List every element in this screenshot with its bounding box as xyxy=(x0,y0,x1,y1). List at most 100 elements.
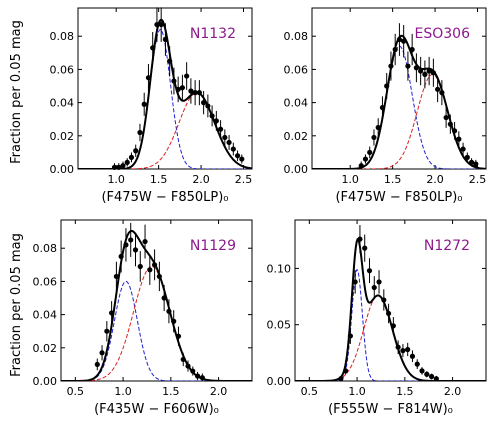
curves-group xyxy=(295,238,486,381)
x-axis-label: (F475W − F850LP)₀ xyxy=(101,190,228,205)
data-point xyxy=(430,70,436,76)
data-point xyxy=(147,267,153,273)
data-point xyxy=(175,333,182,339)
data-point xyxy=(137,263,143,270)
data-point xyxy=(111,164,118,170)
data-point xyxy=(392,46,398,53)
data-point xyxy=(205,103,211,109)
gaussian-red-curve xyxy=(295,294,486,381)
data-point xyxy=(226,139,232,146)
data-point xyxy=(352,279,358,285)
panel-title: N1129 xyxy=(190,238,236,254)
x-tick-label: 2.0 xyxy=(444,385,462,398)
x-tick-label: 1.0 xyxy=(348,385,366,398)
data-point xyxy=(443,114,449,121)
data-point xyxy=(161,295,167,301)
data-point xyxy=(385,310,392,317)
x-tick-label: 2.0 xyxy=(210,385,228,398)
data-point xyxy=(123,242,129,248)
data-point xyxy=(217,126,224,132)
data-point xyxy=(145,75,152,81)
x-tick-label: 1.5 xyxy=(150,173,168,186)
y-tick-label: 0.02 xyxy=(284,130,309,143)
gaussian-red-curve xyxy=(61,266,252,381)
y-tick-label: 0.04 xyxy=(33,309,58,322)
data-point xyxy=(473,161,479,167)
data-point xyxy=(124,159,130,165)
data-point xyxy=(133,148,139,154)
data-point xyxy=(424,371,430,377)
data-point xyxy=(199,375,205,381)
data-point xyxy=(99,350,105,356)
data-point xyxy=(209,113,215,119)
data-point xyxy=(120,163,126,169)
data-point xyxy=(156,273,162,280)
data-point xyxy=(196,90,202,96)
y-tick-label: 0.08 xyxy=(284,30,309,43)
x-axis-label: (F475W − F850LP)₀ xyxy=(335,190,462,205)
sum-fit-curve xyxy=(61,229,252,381)
data-point xyxy=(94,361,100,368)
data-point xyxy=(451,128,458,134)
data-point xyxy=(151,262,158,268)
data-point xyxy=(162,36,169,43)
data-point xyxy=(343,368,349,374)
panel-3: 0.5 1.0 1.5 2.0 0.00 0.02 0.04 0.06 0.08 N1129 (F4… xyxy=(33,219,253,417)
x-tick-label: 2.5 xyxy=(235,173,253,186)
y-tick-label: 0.04 xyxy=(284,97,309,110)
panel-2: 1.0 1.5 2.0 2.5 0.00 0.02 0.04 0.06 0.08 ESO306 (F… xyxy=(284,7,487,205)
data-point xyxy=(128,154,135,160)
data-point xyxy=(116,164,122,170)
data-point xyxy=(222,134,228,141)
data-point xyxy=(414,361,420,367)
y-tick-label: 0.06 xyxy=(284,63,309,76)
curves-group xyxy=(61,229,252,381)
data-point xyxy=(381,297,387,303)
x-axis-label: (F435W − F606W)₀ xyxy=(94,402,219,417)
data-point xyxy=(439,90,445,96)
data-point xyxy=(128,237,134,243)
data-point xyxy=(358,163,364,169)
panels-group: 1.0 1.5 2.0 2.5 0.00 0.02 0.04 0.06 0.08 N1132 (F4… xyxy=(33,7,487,417)
y-tick-label: 0.00 xyxy=(267,375,292,388)
axes-frame xyxy=(77,7,253,170)
panel-title: ESO306 xyxy=(415,26,471,42)
data-point xyxy=(447,121,453,127)
data-point xyxy=(413,65,419,71)
x-tick-label: 2.5 xyxy=(469,173,487,186)
data-point xyxy=(362,245,368,251)
data-point xyxy=(234,153,241,159)
y-tick-label: 0.06 xyxy=(50,63,75,76)
data-point xyxy=(201,100,207,106)
data-point xyxy=(426,68,432,74)
data-point xyxy=(179,85,185,91)
y-tick-label: 0.00 xyxy=(33,375,58,388)
data-point xyxy=(230,146,236,152)
data-points-group xyxy=(111,7,245,170)
data-point xyxy=(175,86,181,92)
data-point xyxy=(366,268,373,274)
data-point xyxy=(357,236,363,242)
data-point xyxy=(456,136,462,142)
x-tick-label: 2.0 xyxy=(192,173,210,186)
data-point xyxy=(180,356,186,363)
data-point xyxy=(400,348,406,354)
data-point xyxy=(464,154,470,160)
x-tick-label: 0.5 xyxy=(67,385,85,398)
data-point xyxy=(167,58,173,64)
x-tick-label: 1.5 xyxy=(384,173,402,186)
data-point xyxy=(194,373,201,379)
data-point xyxy=(388,63,394,69)
data-point xyxy=(371,284,377,291)
data-point xyxy=(362,156,369,162)
data-point xyxy=(419,368,425,374)
panel-4: 0.5 1.0 1.5 2.0 0.00 0.05 0.10 N1272 (F555W − F8… xyxy=(267,219,487,417)
gaussian-red-curve xyxy=(78,92,252,169)
data-point xyxy=(185,363,191,369)
data-point xyxy=(190,368,196,374)
data-point xyxy=(395,344,401,350)
x-tick-label: 1.5 xyxy=(162,385,180,398)
data-point xyxy=(158,21,164,28)
y-tick-label: 0.00 xyxy=(284,163,309,176)
